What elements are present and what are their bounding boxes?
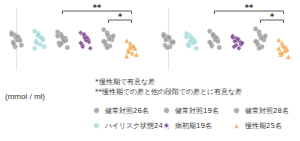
- svg-text:慢性期25名: 慢性期25名: [244, 122, 282, 130]
- svg-text:**: **: [245, 4, 254, 13]
- svg-text:健常対照19名: 健常対照19名: [175, 107, 219, 115]
- svg-text:*慢性期で有意な差: *慢性期で有意な差: [95, 78, 155, 86]
- svg-text:健常対照26名: 健常対照26名: [105, 107, 149, 115]
- svg-text:健常対照28名: 健常対照28名: [245, 107, 289, 115]
- svg-text:病初期19名: 病初期19名: [175, 122, 212, 130]
- svg-text:**: **: [93, 4, 102, 13]
- svg-text:**慢性期での差と他の段階での差とに有意な差: **慢性期での差と他の段階での差とに有意な差: [95, 88, 242, 96]
- svg-text:ハイリスク状態24名: ハイリスク状態24名: [104, 122, 170, 130]
- svg-text:(mmol / ml): (mmol / ml): [5, 92, 45, 101]
- svg-text:*: *: [270, 13, 275, 22]
- svg-text:*: *: [118, 13, 123, 22]
